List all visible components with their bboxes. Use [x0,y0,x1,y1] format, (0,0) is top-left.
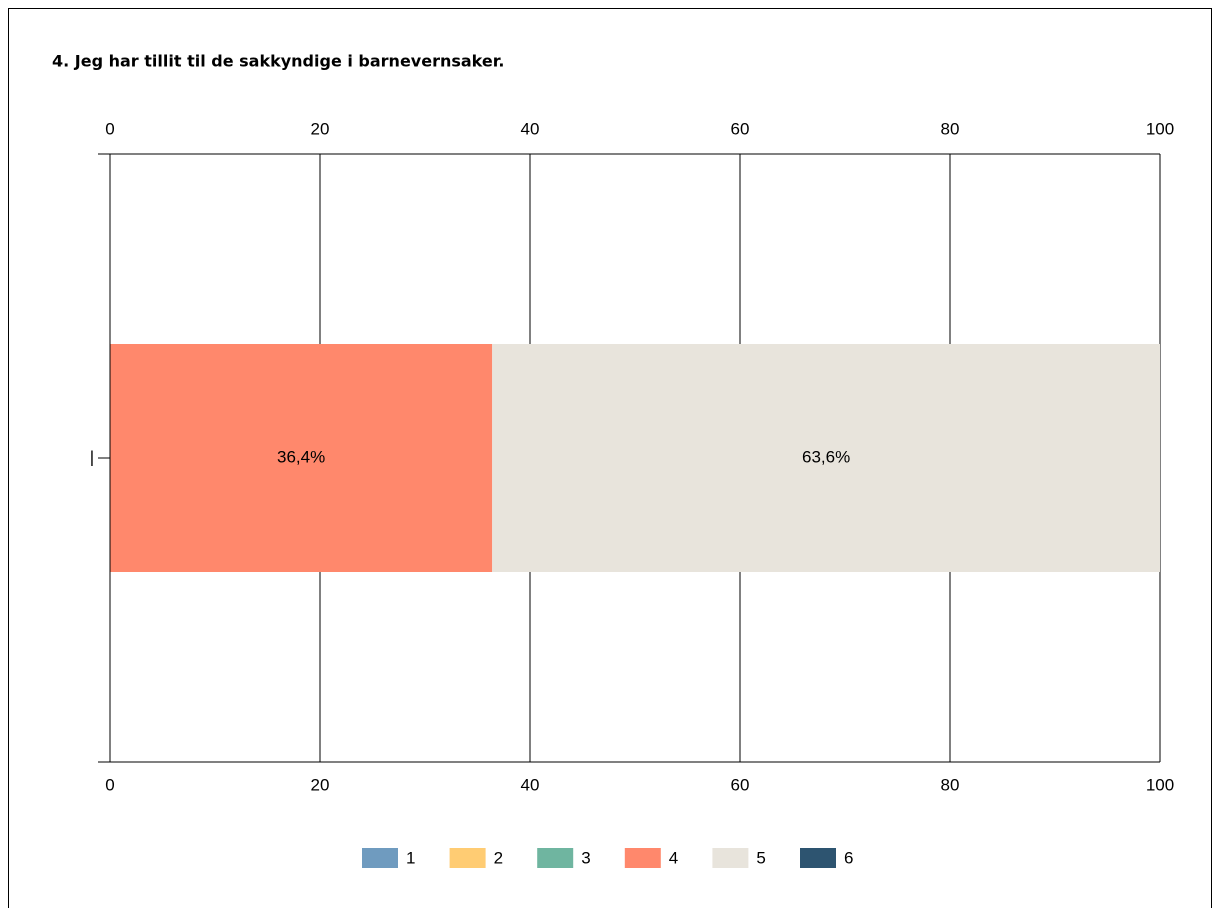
x-tick-label: 40 [521,775,540,794]
legend-swatch [800,848,836,868]
y-tick-label: | [90,447,94,466]
bar-segment [492,344,1160,572]
x-tick-label: 60 [731,119,750,138]
x-tick-label: 20 [311,775,330,794]
legend-label: 4 [669,848,678,867]
x-tick-label: 80 [941,119,960,138]
bar-segment [110,344,493,572]
legend-swatch [449,848,486,868]
value-label: 36,4% [277,447,325,466]
x-tick-label: 0 [105,775,114,794]
legend-swatch [362,848,398,868]
x-tick-label: 0 [105,119,114,138]
chart-title: 4. Jeg har tillit til de sakkyndige i ba… [52,52,504,71]
x-tick-label: 40 [521,119,540,138]
legend-swatch [537,848,574,868]
legend-swatch [712,848,749,868]
legend-label: 1 [406,848,415,867]
legend-label: 6 [844,848,853,867]
x-tick-label: 20 [311,119,330,138]
legend-label: 3 [581,848,590,867]
x-tick-label: 80 [941,775,960,794]
x-tick-label: 100 [1146,119,1174,138]
x-tick-label: 100 [1146,775,1174,794]
legend-label: 5 [756,848,765,867]
legend-swatch [624,848,661,868]
legend-label: 2 [494,848,503,867]
frame [8,8,1212,908]
value-label: 63,6% [802,447,850,466]
x-tick-label: 60 [731,775,750,794]
